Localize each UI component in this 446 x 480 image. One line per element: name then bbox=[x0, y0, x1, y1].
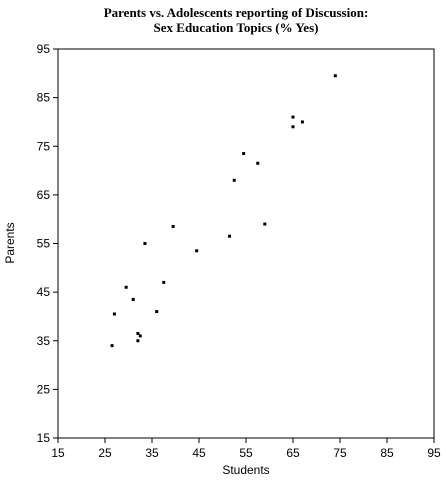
x-tick-label: 65 bbox=[286, 446, 300, 460]
data-point bbox=[131, 297, 135, 301]
data-point bbox=[143, 242, 147, 245]
plot-area-frame bbox=[57, 48, 435, 439]
y-tick-label: 85 bbox=[37, 91, 51, 105]
x-tick-label: 95 bbox=[427, 446, 441, 460]
y-axis: 15 25 35 45 55 65 75 85 95 bbox=[37, 42, 58, 445]
y-tick-label: 65 bbox=[37, 188, 51, 202]
x-tick-label: 75 bbox=[333, 446, 347, 460]
data-point bbox=[171, 224, 175, 228]
data-point bbox=[291, 115, 295, 119]
y-axis-label: Parents bbox=[3, 222, 17, 263]
y-tick-label: 45 bbox=[37, 285, 51, 299]
y-tick-label: 25 bbox=[37, 382, 51, 396]
x-tick-label: 85 bbox=[380, 446, 394, 460]
x-tick-label: 45 bbox=[192, 446, 206, 460]
y-tick-label: 75 bbox=[37, 139, 51, 153]
y-tick-label: 55 bbox=[37, 237, 51, 251]
data-point bbox=[242, 152, 246, 156]
data-point bbox=[263, 222, 267, 226]
data-point bbox=[136, 331, 140, 335]
x-tick-label: 35 bbox=[145, 446, 159, 460]
x-tick-label: 55 bbox=[239, 446, 253, 460]
chart-title-line-2: Sex Education Topics (% Yes) bbox=[154, 20, 319, 35]
data-point bbox=[228, 234, 232, 238]
x-axis: 15 25 35 45 55 65 75 85 95 bbox=[51, 438, 441, 460]
data-point bbox=[162, 280, 166, 284]
data-points bbox=[110, 74, 337, 348]
chart-title-line-1: Parents vs. Adolescents reporting of Dis… bbox=[104, 5, 369, 20]
data-point bbox=[112, 312, 116, 316]
data-point bbox=[155, 310, 159, 314]
data-point bbox=[232, 178, 236, 182]
y-tick-label: 35 bbox=[37, 334, 51, 348]
data-point bbox=[333, 74, 337, 78]
data-point bbox=[138, 334, 142, 338]
y-tick-label: 15 bbox=[37, 431, 51, 445]
x-axis-label: Students bbox=[222, 463, 269, 477]
y-tick-label: 95 bbox=[37, 42, 51, 56]
x-tick-label: 25 bbox=[98, 446, 112, 460]
data-point bbox=[256, 161, 260, 165]
data-point bbox=[195, 249, 199, 253]
data-point bbox=[291, 125, 295, 129]
data-point bbox=[110, 344, 114, 348]
x-tick-label: 15 bbox=[51, 446, 65, 460]
data-point bbox=[300, 120, 304, 124]
data-point bbox=[124, 285, 128, 289]
data-point bbox=[136, 339, 140, 343]
